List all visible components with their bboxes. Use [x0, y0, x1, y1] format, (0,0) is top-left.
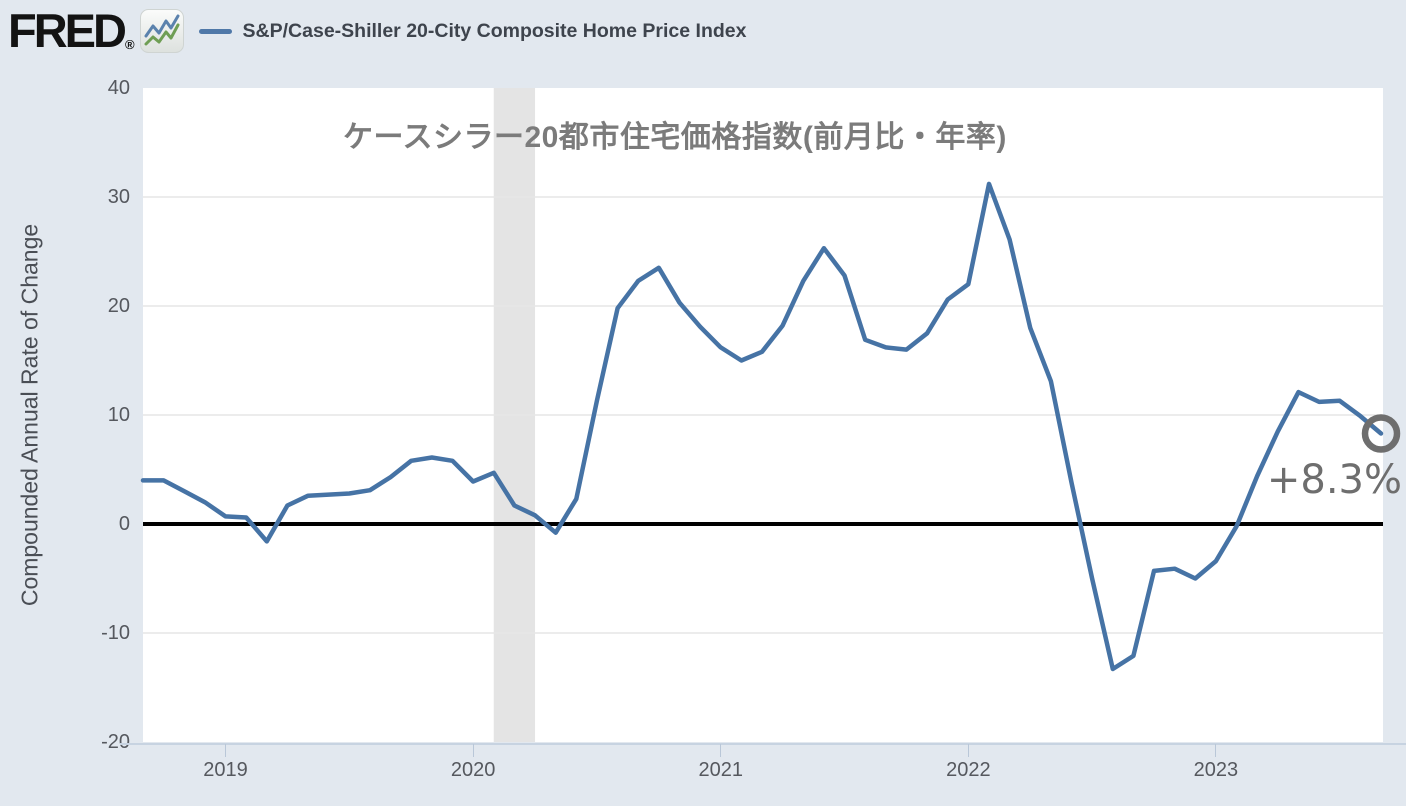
header: FRED ® S&P/Case-Shiller 20-City Composit…	[8, 4, 746, 58]
y-tick-label: 40	[107, 77, 130, 99]
x-tick-mark	[472, 744, 474, 757]
y-tick-label: 20	[107, 295, 130, 317]
x-tick-mark	[720, 744, 722, 757]
y-tick-label: 30	[107, 186, 130, 208]
x-tick-mark	[225, 744, 227, 757]
y-tick-label: 0	[118, 513, 130, 535]
x-tick-mark	[1215, 744, 1217, 757]
last-value-label: +8.3%	[1267, 457, 1402, 503]
y-tick-label: 10	[107, 404, 130, 426]
x-axis-tick-labels: 2019 2020 2021 2022 2023	[143, 744, 1383, 804]
plot-area[interactable]: +8.3% ケースシラー20都市住宅価格指数(前月比・年率)	[140, 88, 1402, 742]
series-line	[140, 181, 1384, 672]
legend-line-swatch	[198, 28, 232, 34]
x-tick-label: 2021	[698, 759, 743, 781]
y-tick-label: -10	[101, 622, 130, 644]
legend-series-label: S&P/Case-Shiller 20-City Composite Home …	[242, 19, 747, 42]
y-axis-tick-labels: 40 30 20 10 0 -10 -20	[0, 77, 130, 753]
last-point-marker	[1361, 414, 1401, 453]
x-tick-label: 2023	[1193, 759, 1239, 781]
registered-mark: ®	[124, 37, 135, 52]
x-tick-label: 2020	[450, 759, 496, 781]
fred-logo[interactable]: FRED	[8, 4, 127, 57]
chart-title: ケースシラー20都市住宅価格指数(前月比・年率)	[343, 121, 1007, 154]
x-tick-label: 2019	[203, 759, 248, 781]
y-tick-label: -20	[101, 731, 130, 753]
x-tick-mark	[967, 744, 969, 757]
x-axis-line	[120, 743, 1406, 745]
chart-svg: +8.3%	[140, 88, 1402, 742]
x-tick-label: 2022	[946, 759, 991, 781]
fred-chart-icon	[139, 9, 184, 53]
